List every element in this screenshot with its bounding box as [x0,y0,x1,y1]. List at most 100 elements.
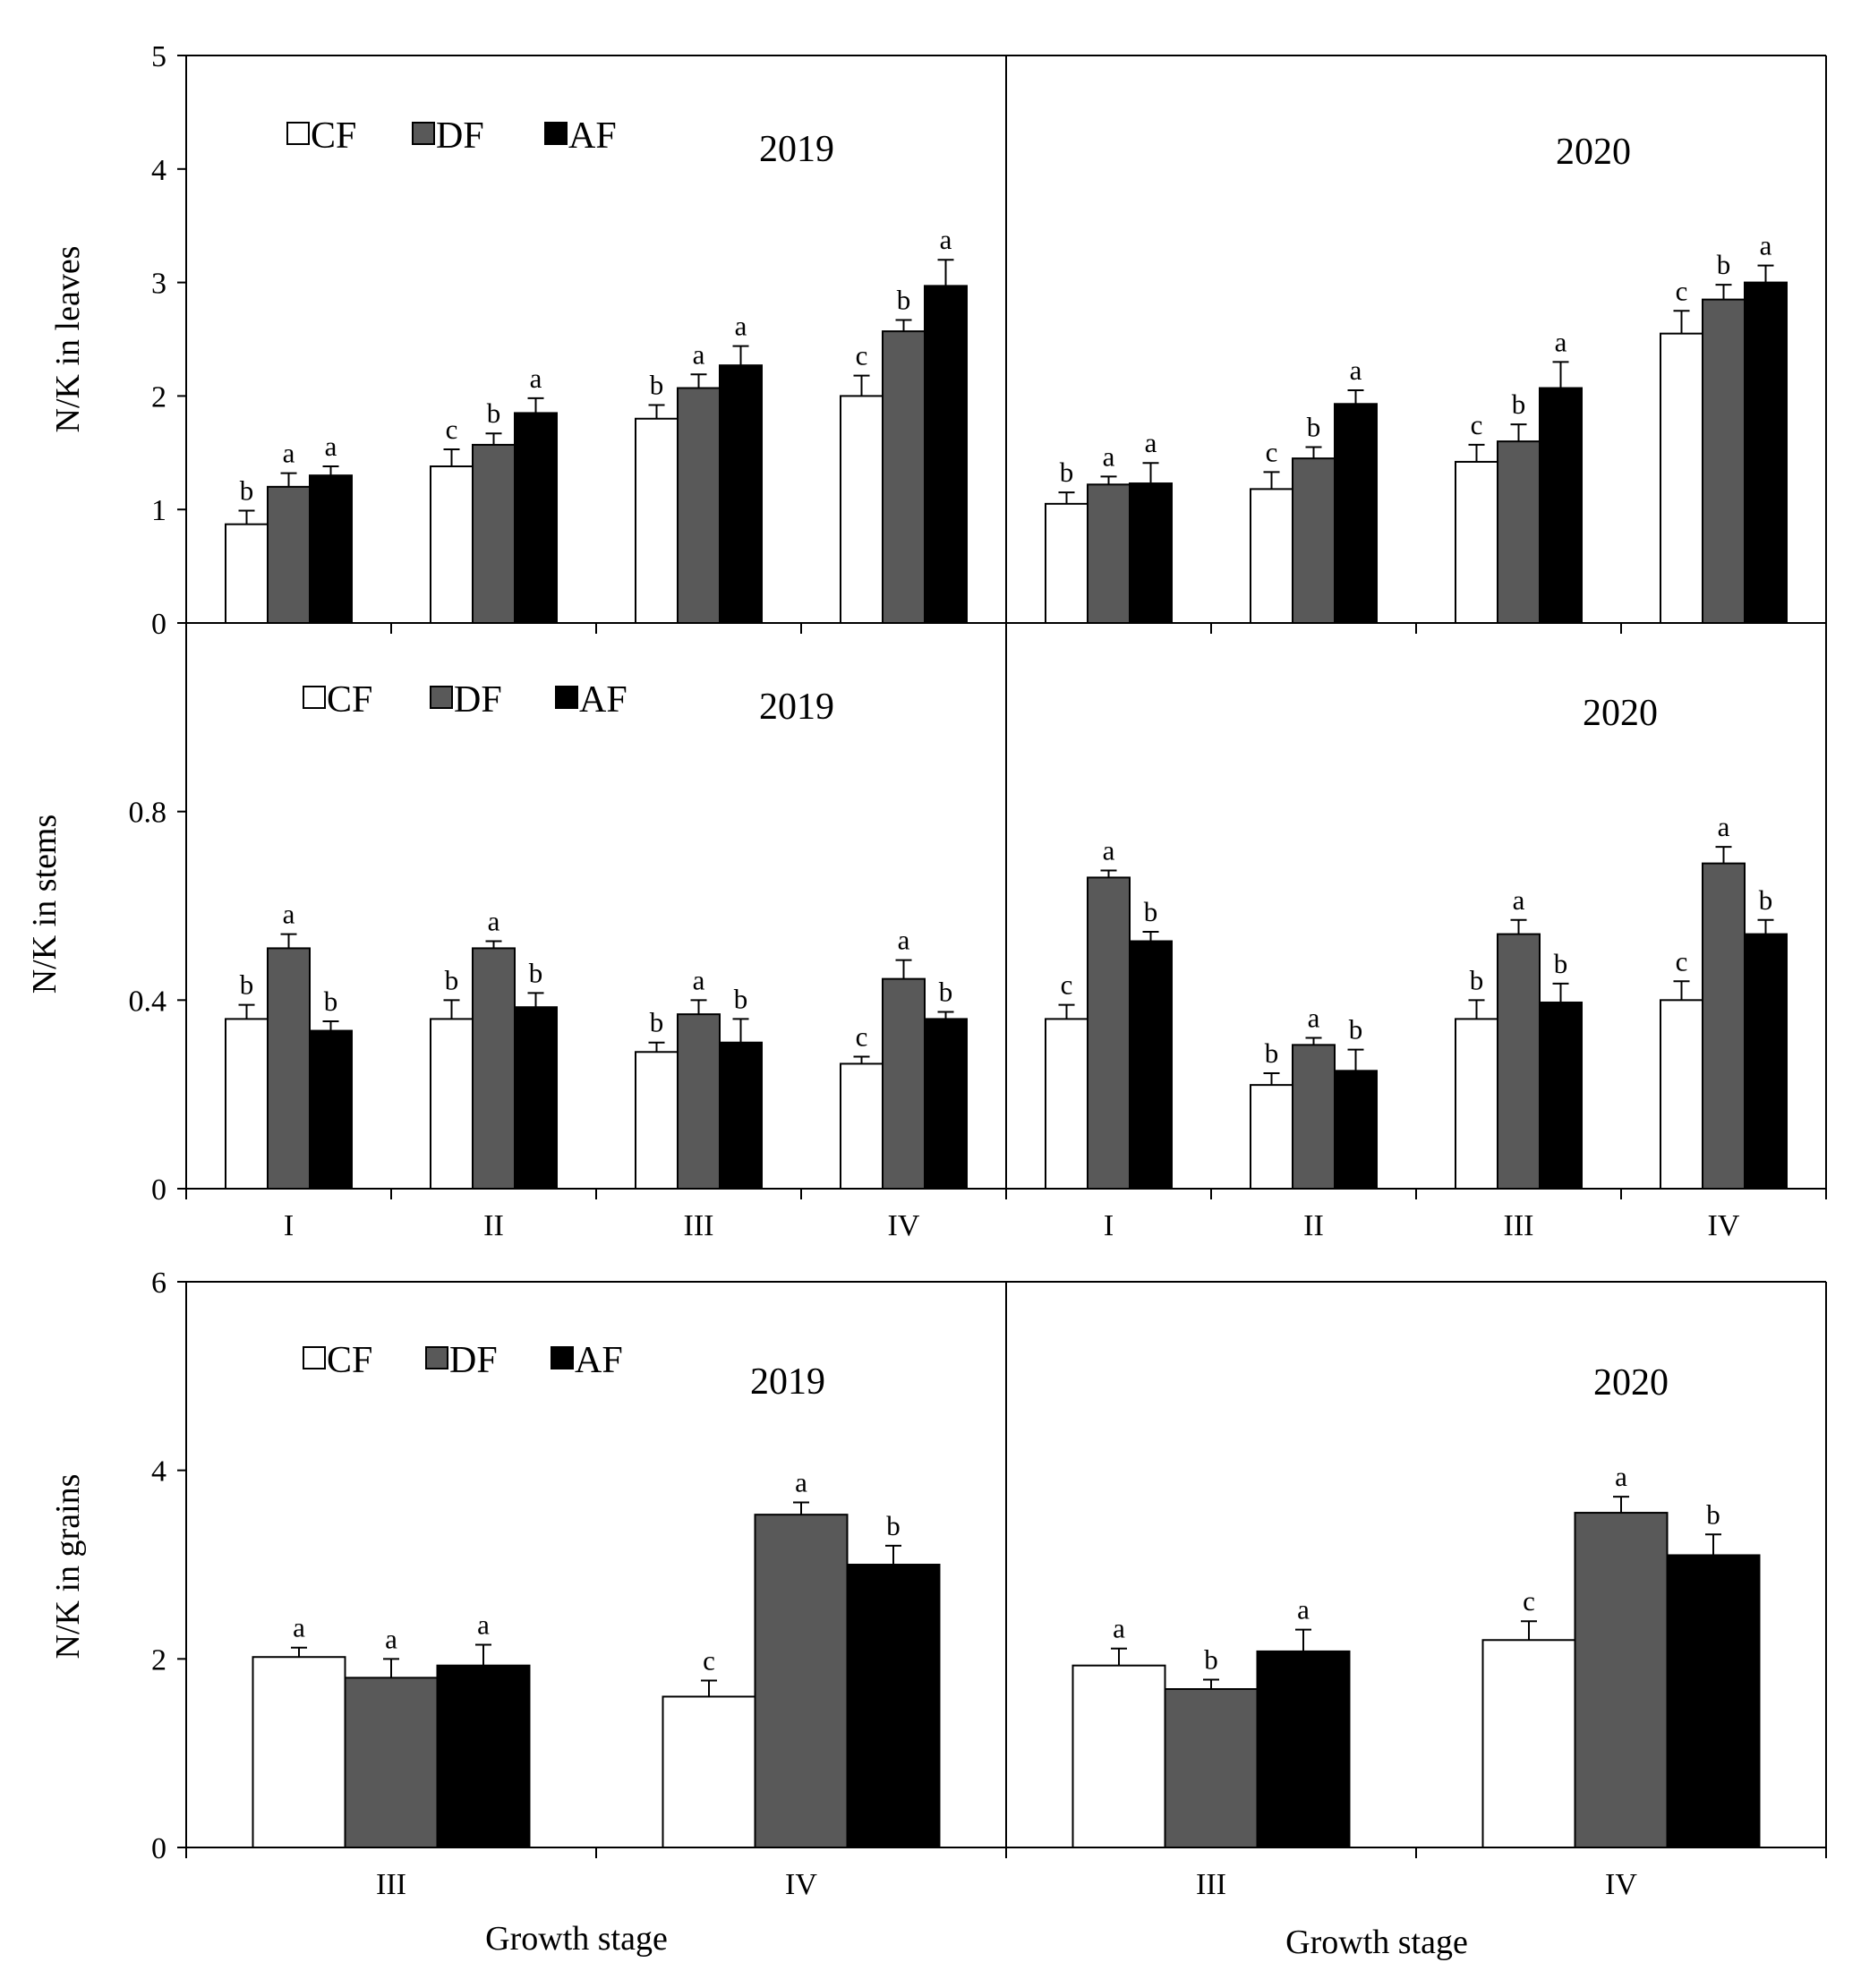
leaves-sig-letter: c [856,340,868,371]
stems-sig-letter: b [529,957,543,988]
stems-bar-2019-iii-df [677,1013,721,1190]
stems-sig-letter: b [939,977,953,1008]
leaves-sig-letter: c [1266,436,1278,467]
grains-bar-2020-iv-af [1666,1554,1761,1848]
grains-sig-letter: a [477,1609,490,1641]
stems-sig-letter: b [324,985,338,1017]
grains-bar-2020-iii-df [1164,1688,1259,1849]
stems-sig-letter: a [283,899,295,930]
leaves-sig-letter: a [1350,354,1362,386]
stems-sig-letter: a [1103,835,1115,866]
stems-year-label-2020: 2020 [1583,693,1658,734]
stems-bar-2020-iv-cf [1660,999,1703,1190]
grains-bar-2019-iv-df [754,1514,849,1848]
stems-category-label: II [1303,1209,1324,1242]
leaves-bar-2019-iv-df [882,330,926,624]
leaves-bar-2019-ii-df [472,443,516,625]
leaves-ytick-label: 1 [151,494,166,527]
stems-bar-2019-iv-cf [840,1062,884,1190]
stems-sig-letter: a [488,906,500,937]
stems-sig-letter: a [1718,811,1730,842]
leaves-bar-2020-ii-cf [1250,488,1293,624]
stems-bar-2019-ii-cf [430,1018,474,1190]
grains-sig-letter: a [795,1466,807,1497]
legend-swatch-af [544,122,568,145]
leaves-sig-letter: b [240,474,254,506]
stems-sig-letter: b [1144,896,1158,927]
stems-bar-2020-iii-cf [1455,1018,1498,1190]
leaves-sig-letter: b [897,284,911,315]
stems-bar-2020-iii-df [1497,933,1541,1190]
leaves-sig-letter: b [650,370,664,401]
leaves-bar-2020-iii-cf [1455,460,1498,624]
leaves-sig-letter: c [1471,409,1483,440]
legend-swatch-cf [303,1346,326,1369]
grains-bar-2020-iv-df [1574,1512,1669,1848]
leaves-bar-2019-i-df [267,485,311,625]
grains-sig-letter: a [1297,1594,1310,1625]
leaves-sig-letter: a [1760,230,1772,261]
leaves-ytick-label: 2 [151,380,166,414]
leaves-sig-letter: c [1676,275,1688,306]
stems-sig-letter: a [1308,1002,1320,1033]
leaves-sig-letter: b [1717,249,1731,280]
leaves-sig-letter: a [1145,427,1157,458]
stems-bar-2020-iv-df [1702,862,1746,1190]
stems-bar-2020-ii-df [1292,1044,1336,1190]
stems-ytick-label: 0.4 [129,985,167,1018]
legend-label-cf: CF [327,679,372,721]
leaves-bar-2019-i-af [309,474,353,624]
grains-sig-letter: a [1113,1613,1125,1644]
legend-label-af: AF [579,679,627,721]
stems-ytick-label: 0.8 [129,797,167,830]
grains-ytick-label: 2 [151,1643,166,1677]
legend-label-af: AF [575,1340,623,1381]
grains-bar-2019-iii-cf [252,1656,346,1849]
stems-bar-2019-ii-af [514,1006,558,1190]
leaves-bar-2020-iv-cf [1660,332,1703,624]
leaves-bar-2020-i-df [1087,483,1131,625]
leaves-bar-2020-i-af [1129,482,1173,625]
grains-sig-letter: b [886,1510,901,1541]
stems-sig-letter: b [1759,884,1773,916]
stems-bar-2019-i-cf [225,1018,269,1190]
grains-sig-letter: c [703,1645,715,1677]
leaves-bar-2019-ii-af [514,412,558,625]
stems-bar-2020-iii-af [1539,1001,1583,1190]
leaves-sig-letter: b [1512,388,1526,420]
stems-sig-letter: c [1061,969,1073,1001]
leaves-bar-2020-iii-af [1539,387,1583,624]
leaves-sig-letter: a [1103,440,1115,472]
stems-sig-letter: a [898,925,910,956]
grains-bar-2019-iv-af [846,1564,941,1848]
grains-sig-letter: b [1204,1644,1218,1676]
legend-swatch-cf [303,686,326,709]
leaves-year-label-2020: 2020 [1556,132,1631,173]
stems-bar-2019-i-df [267,947,311,1190]
grains-sig-letter: a [1615,1461,1627,1492]
stems-bar-2020-i-df [1087,876,1131,1190]
stems-category-label: III [684,1209,714,1242]
stems-ytick-label: 0 [151,1173,166,1207]
leaves-bar-2019-iv-cf [840,395,884,624]
leaves-y-axis-title: N/K in leaves [49,246,87,433]
grains-bar-2020-iii-af [1256,1650,1351,1848]
stems-bar-2020-i-cf [1045,1018,1088,1190]
stems-sig-letter: c [1676,945,1688,977]
stems-bar-2020-ii-cf [1250,1084,1293,1190]
stems-year-label-2019: 2019 [759,687,834,728]
stems-category-label: II [483,1209,504,1242]
stems-sig-letter: b [240,969,254,1001]
grains-sig-letter: a [385,1623,397,1654]
stems-bar-2019-ii-df [472,947,516,1190]
stems-sig-letter: a [693,964,705,995]
leaves-sig-letter: a [325,431,337,462]
x-axis-title-2020: Growth stage [1285,1924,1468,1961]
legend-swatch-df [430,686,453,709]
leaves-bar-2020-iv-df [1702,298,1746,624]
x-axis-title-2019: Growth stage [485,1920,668,1958]
stems-bar-2019-i-af [309,1029,353,1190]
leaves-sig-letter: a [530,363,542,394]
leaves-bar-2019-iii-cf [635,417,679,625]
